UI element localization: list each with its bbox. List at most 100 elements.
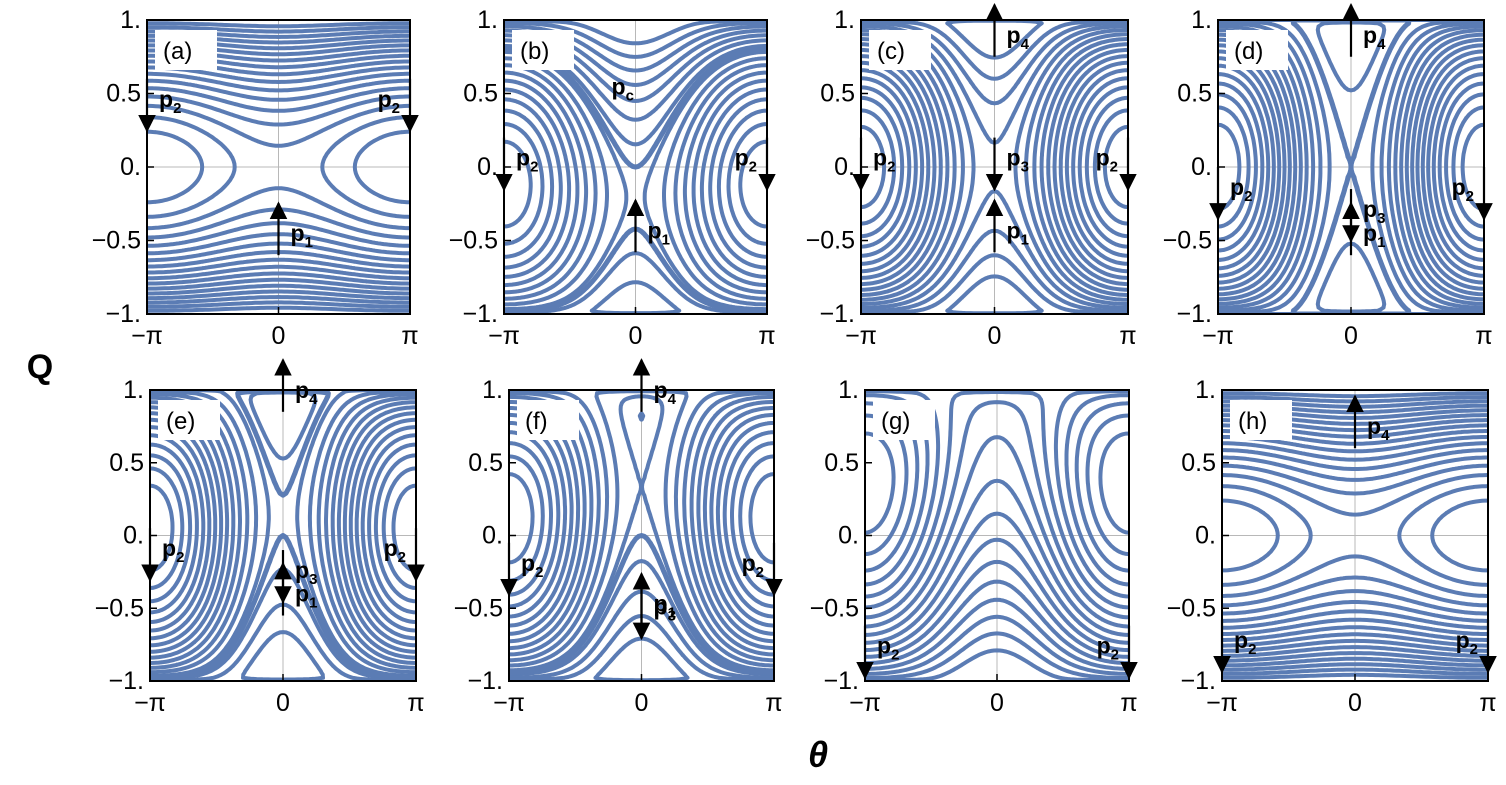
x-tick-label: 0 [988, 322, 1002, 350]
x-tick-label: 0 [276, 689, 290, 717]
streamline [147, 48, 410, 286]
streamline [509, 454, 774, 583]
streamline [861, 20, 1128, 314]
y-tick-label: −1. [468, 667, 503, 695]
y-tick-label: 0. [834, 153, 855, 181]
fixed-point-label: p4 [1007, 22, 1030, 53]
streamline [504, 122, 767, 246]
streamline [147, 25, 410, 309]
panel-label: (b) [520, 38, 549, 65]
y-tick-label: −1. [820, 300, 855, 328]
x-tick-label: −π [493, 689, 525, 717]
streamline [861, 54, 1128, 280]
y-tick-label: −0.5 [810, 594, 859, 622]
panel-label: (a) [163, 38, 192, 65]
x-tick-label: π [1475, 322, 1492, 350]
streamline [1222, 391, 1488, 680]
y-tick-label: 1. [482, 376, 503, 404]
streamline [150, 411, 416, 648]
streamline [865, 400, 1129, 620]
y-tick-label: −1. [1177, 300, 1212, 328]
panel-label-bg [873, 400, 935, 440]
streamline [147, 21, 410, 313]
y-tick-label: 0.5 [109, 449, 144, 477]
panel-label-bg [517, 400, 579, 440]
x-tick-label: π [758, 322, 775, 350]
streamline [509, 390, 774, 668]
x-tick-label: 0 [990, 689, 1004, 717]
panel-label: (d) [1234, 38, 1263, 65]
panel-label-bg [158, 400, 220, 440]
separatrix [1290, 20, 1412, 314]
x-tick-label: 0 [635, 689, 649, 717]
y-tick-label: −1. [109, 667, 144, 695]
x-tick-label: −π [488, 322, 520, 350]
streamline [865, 390, 1129, 610]
streamlines [861, 20, 1128, 314]
streamline [150, 466, 416, 590]
fixed-point-label: p2 [1452, 174, 1474, 205]
streamline [147, 86, 410, 248]
y-tick-label: 0. [120, 153, 141, 181]
streamline [504, 21, 767, 59]
streamline [150, 433, 416, 624]
fixed-point-label: p2 [384, 535, 406, 566]
streamline [865, 431, 1129, 535]
streamline [865, 597, 1129, 671]
streamline [1222, 463, 1488, 608]
y-tick-label: −1. [824, 667, 859, 695]
streamline [504, 97, 767, 270]
y-axis-label: Q [27, 348, 53, 386]
x-tick-label: π [407, 689, 424, 717]
streamline [1218, 105, 1484, 229]
separatrix [150, 390, 416, 680]
x-tick-label: 0 [629, 322, 643, 350]
y-tick-label: 1. [477, 6, 498, 34]
y-tick-label: −0.5 [454, 594, 503, 622]
panel-label-bg [512, 30, 574, 70]
streamline [865, 478, 1129, 637]
y-tick-label: 1. [1191, 6, 1212, 34]
streamline [1222, 448, 1488, 623]
y-tick-label: 1. [1195, 376, 1216, 404]
streamline [861, 108, 1128, 226]
y-tick-label: 0. [1191, 153, 1212, 181]
fixed-point-label: p4 [295, 377, 318, 408]
y-tick-label: 0.5 [824, 449, 859, 477]
y-tick-label: 0. [1195, 522, 1216, 550]
streamline [861, 85, 1128, 249]
panel-label: (h) [1238, 408, 1267, 435]
streamline [504, 70, 767, 295]
y-tick-label: 0. [838, 522, 859, 550]
streamline [504, 56, 767, 307]
streamline [509, 441, 774, 597]
streamline [861, 76, 1128, 258]
y-tick-label: −0.5 [1167, 594, 1216, 622]
streamline [1218, 37, 1484, 297]
streamline [861, 124, 1128, 210]
y-tick-label: −0.5 [449, 227, 498, 255]
y-tick-label: −1. [1181, 667, 1216, 695]
x-tick-label: π [1479, 689, 1496, 717]
streamline [241, 630, 325, 681]
separatrix [509, 411, 774, 675]
streamline [1222, 441, 1488, 630]
y-tick-label: −0.5 [806, 227, 855, 255]
streamline [861, 28, 1128, 306]
x-tick-label: 0 [1344, 322, 1358, 350]
y-tick-label: 1. [838, 376, 859, 404]
streamline [865, 537, 1129, 653]
x-tick-label: 0 [272, 322, 286, 350]
streamline [504, 139, 767, 229]
y-tick-label: −1. [463, 300, 498, 328]
streamline [150, 417, 416, 641]
x-tick-label: −π [131, 322, 163, 350]
streamline [509, 400, 774, 644]
streamline [150, 602, 416, 681]
x-tick-label: −π [1206, 689, 1238, 717]
y-tick-label: 0.5 [463, 80, 498, 108]
